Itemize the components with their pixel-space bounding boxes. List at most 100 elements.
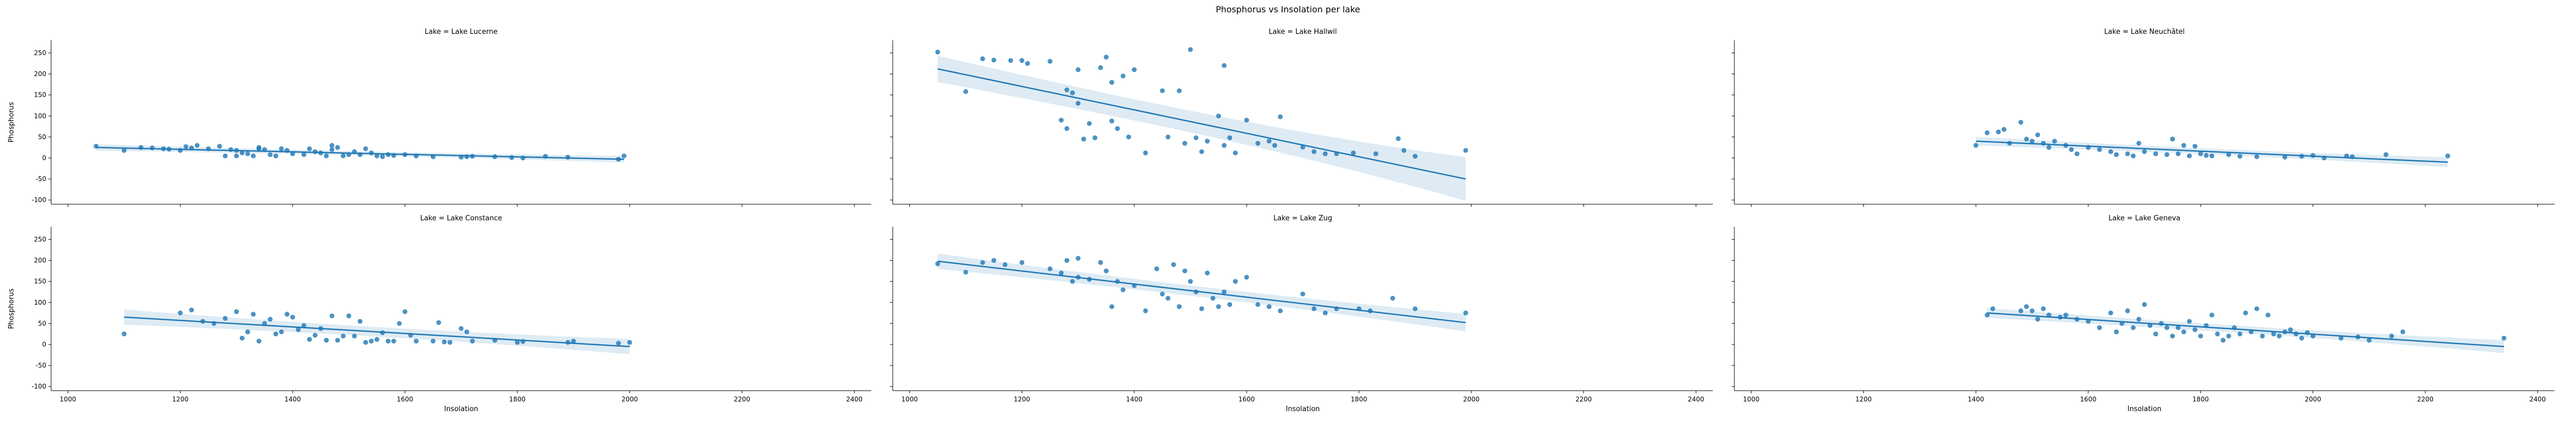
data-point: [1396, 136, 1401, 141]
facet-panel: Lake = Lake Hallwil: [890, 28, 1713, 207]
data-point: [2097, 147, 2102, 152]
data-point: [571, 339, 576, 344]
data-point: [386, 339, 391, 344]
data-point: [1278, 308, 1283, 313]
data-point: [1064, 87, 1070, 92]
x-axis-label: Insolation: [444, 405, 478, 413]
data-point: [2136, 317, 2141, 322]
data-point: [2069, 147, 2074, 152]
data-point: [279, 329, 284, 335]
data-point: [515, 340, 520, 345]
data-point: [2142, 149, 2147, 154]
data-point: [1126, 134, 1132, 140]
data-point: [1008, 58, 1013, 63]
y-tick-label: -50: [35, 175, 46, 183]
data-point: [2276, 333, 2282, 339]
data-point: [1171, 262, 1176, 267]
x-tick-label: 2000: [1463, 396, 1480, 403]
data-point: [2114, 329, 2119, 335]
data-point: [1177, 304, 1182, 310]
data-point: [307, 337, 312, 342]
data-point: [267, 317, 273, 322]
data-point: [2046, 145, 2052, 150]
regression-line: [1987, 312, 2504, 348]
data-point: [2074, 151, 2080, 156]
data-point: [1996, 129, 2001, 134]
data-point: [1227, 135, 1233, 140]
data-point: [1227, 302, 1233, 307]
data-point: [442, 339, 447, 344]
data-point: [1221, 289, 1227, 294]
x-tick-label: 2000: [622, 396, 638, 403]
regression-line: [124, 316, 630, 348]
x-tick-label: 1000: [1743, 396, 1760, 403]
data-point: [2181, 143, 2187, 148]
data-point: [464, 329, 469, 335]
data-point: [2254, 306, 2259, 311]
data-point: [2389, 333, 2394, 339]
data-point: [2125, 151, 2130, 156]
data-point: [2024, 304, 2029, 310]
data-point: [627, 340, 632, 345]
data-point: [251, 153, 256, 159]
data-point: [1154, 266, 1159, 271]
x-tick-label: 1600: [397, 396, 414, 403]
data-point: [1266, 304, 1272, 310]
data-point: [1104, 54, 1109, 60]
y-tick-label: -100: [32, 383, 46, 390]
data-point: [335, 145, 340, 150]
facet-panel: 1000 1200 1400 1600 1800 2000 2200 2400 Lake = L…: [1732, 214, 2554, 413]
data-point: [2153, 331, 2158, 336]
data-point: [2052, 139, 2057, 144]
data-point: [621, 153, 627, 159]
data-point: [2198, 333, 2203, 339]
data-point: [2299, 335, 2304, 341]
data-point: [1973, 143, 1979, 148]
data-point: [2175, 151, 2181, 156]
data-point: [2288, 327, 2293, 333]
y-tick-label: 250: [34, 235, 46, 243]
data-point: [2226, 333, 2231, 339]
data-point: [296, 327, 301, 333]
data-point: [1278, 114, 1283, 119]
data-point: [1143, 308, 1148, 313]
data-point: [1188, 47, 1193, 52]
x-tick-label: 1600: [1239, 396, 1255, 403]
data-point: [430, 339, 436, 344]
data-point: [1193, 135, 1199, 140]
data-point: [2170, 136, 2175, 142]
data-point: [2237, 331, 2243, 336]
data-point: [2198, 151, 2203, 156]
x-axis-label: Insolation: [2127, 405, 2161, 413]
data-point: [1002, 262, 1008, 267]
data-point: [2193, 327, 2198, 333]
data-point: [290, 151, 295, 156]
data-point: [352, 333, 357, 339]
y-tick-label: -50: [35, 362, 46, 369]
data-point: [1199, 149, 1204, 154]
data-point: [122, 148, 127, 153]
data-point: [329, 147, 335, 152]
data-point: [2237, 154, 2243, 159]
x-tick-label: 1400: [284, 396, 301, 403]
y-tick-label: 100: [34, 112, 46, 120]
data-point: [363, 146, 368, 152]
y-tick-label: 0: [42, 341, 46, 348]
data-point: [312, 333, 318, 338]
data-point: [991, 58, 997, 63]
data-point: [2108, 310, 2114, 315]
data-point: [2114, 152, 2119, 157]
data-point: [340, 153, 346, 159]
regression-line: [96, 147, 624, 160]
x-tick-label: 2000: [2305, 396, 2322, 403]
x-tick-label: 1600: [2080, 396, 2097, 403]
data-point: [2142, 302, 2147, 307]
data-point: [2018, 120, 2024, 125]
data-point: [2040, 141, 2046, 146]
data-point: [1351, 150, 1356, 156]
data-point: [2193, 143, 2198, 149]
data-point: [1019, 260, 1024, 265]
data-point: [256, 339, 261, 344]
data-point: [1098, 65, 1103, 70]
data-point: [1159, 291, 1165, 297]
